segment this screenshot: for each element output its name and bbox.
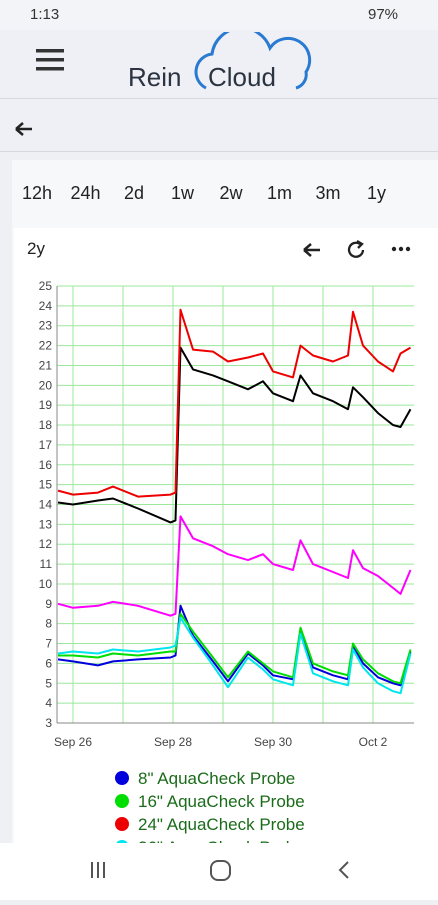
- back-icon[interactable]: [302, 242, 322, 258]
- y-tick-label: 15: [39, 478, 53, 492]
- range-button[interactable]: 2w: [219, 183, 243, 203]
- range-button[interactable]: 1w: [170, 183, 194, 203]
- y-tick-label: 23: [39, 319, 53, 333]
- data-line: [57, 604, 412, 687]
- data-line: [58, 612, 412, 685]
- navigation-bar: [0, 843, 438, 900]
- y-tick-label: 9: [45, 597, 52, 611]
- range-button[interactable]: 2d: [123, 183, 145, 203]
- y-tick-label: 7: [45, 637, 52, 651]
- y-tick-label: 22: [39, 339, 53, 353]
- data-line: [57, 346, 412, 524]
- y-tick-label: 21: [39, 358, 53, 372]
- app-header: Rein Cloud: [0, 30, 438, 99]
- range-button[interactable]: 1m: [266, 183, 292, 203]
- range-button[interactable]: 12h: [21, 183, 53, 203]
- x-tick-label: Sep 28: [154, 735, 192, 749]
- logo: Rein Cloud: [128, 32, 312, 92]
- back-button[interactable]: [14, 121, 34, 137]
- y-tick-label: 5: [45, 676, 52, 690]
- battery: 97%: [368, 6, 399, 23]
- legend-marker: [115, 794, 129, 808]
- data-line: [57, 616, 412, 695]
- y-tick-label: 19: [39, 398, 53, 412]
- y-tick-label: 13: [39, 517, 53, 531]
- recent-apps-button[interactable]: [91, 862, 105, 878]
- y-tick-label: 14: [39, 498, 53, 512]
- back-nav-button[interactable]: [338, 861, 349, 879]
- nav-buttons: [91, 860, 349, 881]
- range-button[interactable]: 1y: [366, 183, 386, 203]
- y-tick-label: 8: [45, 617, 52, 631]
- logo-text: Rein: [128, 62, 181, 92]
- x-tick-label: Sep 30: [254, 735, 292, 749]
- y-tick-label: 11: [40, 557, 53, 571]
- data-line: [57, 308, 412, 498]
- y-tick-label: 10: [39, 577, 53, 591]
- toolbar: [0, 99, 438, 152]
- data-line: [57, 515, 412, 617]
- legend-label: 8" AquaCheck Probe: [138, 769, 295, 788]
- logo-text: Cloud: [208, 62, 276, 92]
- chart-card: 2y: [14, 228, 438, 868]
- y-tick-label: 12: [39, 537, 53, 551]
- y-tick-label: 18: [39, 418, 53, 432]
- x-tick-label: Oct 2: [359, 735, 388, 749]
- home-button[interactable]: [210, 860, 231, 881]
- clock: 1:13: [30, 6, 60, 23]
- y-tick-label: 17: [39, 438, 53, 452]
- legend-marker: [115, 771, 129, 785]
- legend-marker: [115, 817, 129, 831]
- status-bar: 1:13 97%: [0, 0, 438, 30]
- y-tick-label: 6: [45, 656, 52, 670]
- y-tick-label: 16: [39, 458, 53, 472]
- legend-label: 24" AquaCheck Probe: [138, 815, 305, 834]
- y-tick-label: 3: [45, 716, 52, 730]
- y-tick-label: 25: [39, 279, 53, 293]
- y-tick-label: 24: [39, 299, 53, 313]
- y-tick-label: 20: [39, 378, 53, 392]
- range-button[interactable]: 24h: [70, 183, 101, 203]
- range-button[interactable]: 3m: [315, 183, 341, 203]
- range-button[interactable]: 2y: [27, 239, 45, 258]
- more-icon[interactable]: [391, 246, 411, 252]
- x-tick-label: Sep 26: [54, 735, 92, 749]
- y-tick-label: 4: [45, 696, 52, 710]
- refresh-icon[interactable]: [345, 239, 367, 261]
- menu-button[interactable]: [36, 48, 66, 74]
- legend-label: 16" AquaCheck Probe: [138, 792, 305, 811]
